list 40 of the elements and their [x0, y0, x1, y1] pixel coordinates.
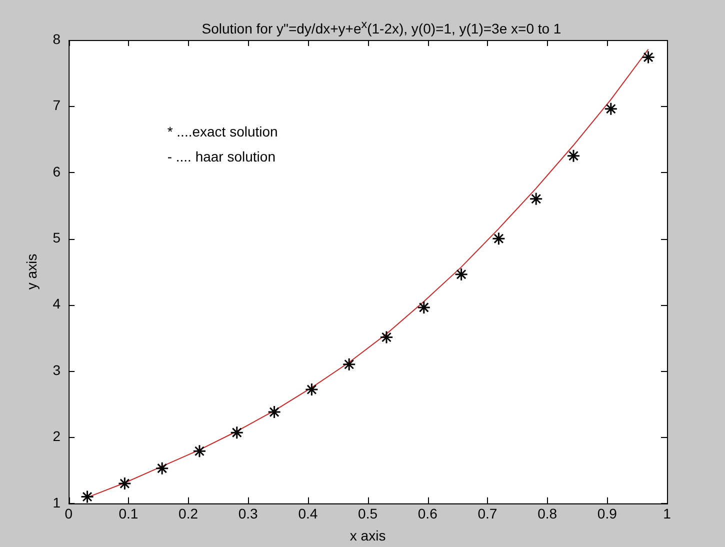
point: [118, 476, 132, 490]
y-tick-label: 8: [52, 30, 61, 47]
x-tick-label: 0: [64, 506, 73, 522]
x-tick-label: 0.1: [118, 506, 138, 522]
point: [642, 50, 656, 64]
point: [380, 330, 394, 344]
point: [454, 268, 468, 282]
x-tick-label: 0.8: [538, 506, 558, 522]
y-tick-label: 2: [52, 428, 61, 444]
point: [155, 462, 169, 476]
y-axis-title: y axis: [23, 254, 40, 290]
x-tick-label: 0.2: [178, 506, 198, 522]
point: [342, 358, 356, 372]
x-tick-label: 0.9: [597, 506, 618, 522]
point: [529, 192, 543, 206]
x-tick-label: 0.3: [238, 506, 258, 522]
x-tick-label: 1: [663, 506, 672, 522]
point: [492, 232, 506, 246]
annotation: * ....exact solution: [167, 124, 278, 140]
annotation: - .... haar solution: [167, 148, 276, 165]
y-tick-label: 3: [52, 362, 61, 378]
point: [604, 102, 618, 116]
point: [268, 405, 282, 419]
x-axis-title: x axis: [350, 527, 386, 544]
y-tick-label: 5: [52, 229, 61, 246]
y-tick-label: 4: [52, 296, 61, 312]
y-tick-label: 1: [52, 494, 61, 510]
y-tick-label: 7: [52, 97, 61, 114]
point: [566, 149, 580, 163]
point: [192, 444, 206, 458]
y-tick-label: 6: [52, 163, 61, 180]
point: [304, 382, 318, 396]
x-tick-label: 0.5: [358, 506, 378, 522]
x-tick-label: 0.7: [478, 506, 498, 522]
chart-title: Solution for y"=dy/dx+y+e$^{x}$(1-2x), y(0)=1, y(1)=3e x=0 to 1: [200, 18, 562, 37]
point: [417, 300, 431, 314]
x-tick-label: 0.6: [418, 506, 438, 522]
point: [230, 426, 244, 440]
point: [80, 490, 94, 504]
x-tick-label: 0.4: [298, 506, 318, 522]
